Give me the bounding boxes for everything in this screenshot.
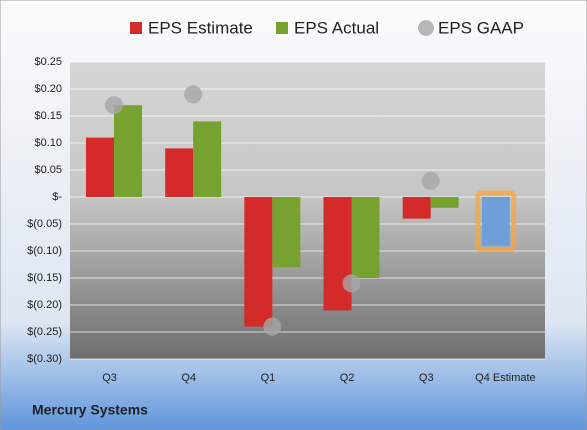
bar (244, 197, 273, 327)
x-tick-label: Q1 (261, 372, 276, 384)
x-tick-label: Q4 (181, 372, 196, 384)
legend-label: EPS Estimate (148, 18, 253, 37)
gaap-point (342, 274, 361, 293)
bar (351, 197, 380, 278)
y-tick-label: $- (52, 191, 62, 203)
y-tick-label: $(0.30) (27, 353, 62, 365)
bar (86, 137, 114, 197)
y-tick-label: $(0.15) (27, 272, 62, 284)
legend-marker (130, 22, 142, 34)
y-tick-label: $(0.05) (27, 218, 62, 230)
y-tick-label: $0.05 (34, 164, 62, 176)
bar (193, 121, 222, 197)
gaap-point (184, 85, 203, 104)
bar (402, 197, 431, 219)
x-tick-label: Q3 (102, 372, 117, 384)
y-tick-label: $(0.10) (27, 245, 62, 257)
gaap-point (421, 171, 440, 190)
legend-label: EPS GAAP (438, 18, 524, 37)
x-tick-label: Q4 Estimate (475, 372, 536, 384)
bar (323, 197, 352, 311)
plot-area (70, 62, 545, 359)
bar-highlight (475, 190, 517, 253)
legend-marker (276, 22, 288, 34)
y-tick-label: $0.25 (34, 56, 62, 68)
y-tick-label: $(0.25) (27, 326, 62, 338)
x-tick-label: Q2 (340, 372, 355, 384)
gaap-point (105, 96, 123, 115)
bar (430, 197, 459, 208)
gaap-point (263, 317, 282, 336)
legend-label: EPS Actual (294, 18, 379, 37)
footer: Mercury Systems (32, 402, 148, 418)
bar (481, 197, 510, 246)
y-tick-label: $0.15 (34, 110, 62, 122)
x-tick-label: Q3 (419, 372, 434, 384)
bar (272, 197, 301, 268)
bar (165, 148, 194, 197)
y-tick-label: $0.20 (34, 83, 62, 95)
y-tick-label: $(0.20) (27, 299, 62, 311)
legend-marker (418, 20, 434, 36)
bar (114, 105, 142, 197)
y-tick-label: $0.10 (34, 137, 62, 149)
